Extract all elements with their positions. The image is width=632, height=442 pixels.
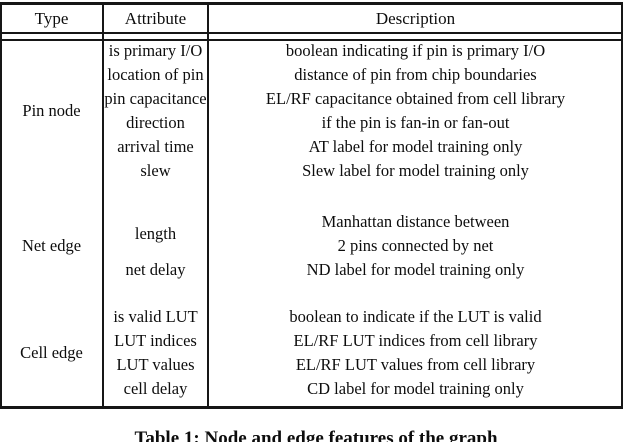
description-line: 2 pins connected by net [337,236,494,255]
description-column: boolean indicating if pin is primary I/O… [208,39,623,183]
attribute-column: is primary I/O location of pin pin capacit… [103,39,208,183]
attribute-cell: arrival time [117,137,194,156]
attribute-cell: net delay [125,260,186,279]
table-bottom-rule [0,406,623,409]
header-double-rule-upper [0,32,623,34]
attribute-cell: direction [126,113,185,132]
attribute-cell: cell delay [123,379,188,398]
description-line: Manhattan distance between [321,212,510,231]
table-body: Pin node is primary I/O location of pin pin… [0,39,623,401]
attribute-cell: LUT indices [114,331,197,350]
attribute-cell: length [134,224,177,243]
header-double-rule-lower [0,39,623,41]
description-line: CD label for model training only [307,379,524,398]
attribute-cell: is valid LUT [113,307,198,326]
description-column: Manhattan distance between 2 pins connect… [208,210,623,282]
table-caption: Table 1: Node and edge features of the g… [134,428,498,442]
attribute-cell: slew [140,161,171,180]
attribute-cell: LUT values [116,355,195,374]
description-line: ND label for model training only [306,260,525,279]
attribute-cell: is primary I/O [108,41,203,60]
attribute-column: length net delay [103,210,208,282]
header-type: Type [34,8,69,28]
type-cell: Cell edge [20,343,83,362]
description-line: EL/RF capacitance obtained from cell lib… [265,89,566,108]
description-line: EL/RF LUT indices from cell library [293,331,538,350]
type-cell: Net edge [21,236,82,255]
column-separator-type-attribute [102,2,104,409]
feature-group: Net edge length net delay Manhattan distanc… [0,210,623,282]
description-line: EL/RF LUT values from cell library [295,355,536,374]
description-line: boolean to indicate if the LUT is valid [289,307,542,326]
description-line: distance of pin from chip boundaries [294,65,537,84]
description-column: boolean to indicate if the LUT is valid E… [208,305,623,401]
header-description: Description [375,8,456,28]
header-attribute: Attribute [124,8,187,28]
column-separator-attribute-description [207,2,209,409]
table-header-row: Type Attribute Description [0,5,623,32]
type-column: Pin node [0,39,103,183]
type-cell: Pin node [22,101,81,120]
feature-group: Cell edge is valid LUT LUT indices LUT valu… [0,305,623,401]
description-line: AT label for model training only [308,137,523,156]
attribute-column: is valid LUT LUT indices LUT values cell de… [103,305,208,401]
table-left-border [0,2,2,409]
table-top-rule [0,2,623,5]
attribute-cell: location of pin [107,65,204,84]
description-line: Slew label for model training only [302,161,529,180]
type-column: Cell edge [0,305,103,401]
description-line: if the pin is fan-in or fan-out [321,113,510,132]
feature-group: Pin node is primary I/O location of pin pin… [0,39,623,183]
attribute-cell: pin capacitance [104,89,207,108]
type-column: Net edge [0,210,103,282]
table-right-border [621,2,623,409]
description-line: boolean indicating if pin is primary I/O [285,41,546,60]
